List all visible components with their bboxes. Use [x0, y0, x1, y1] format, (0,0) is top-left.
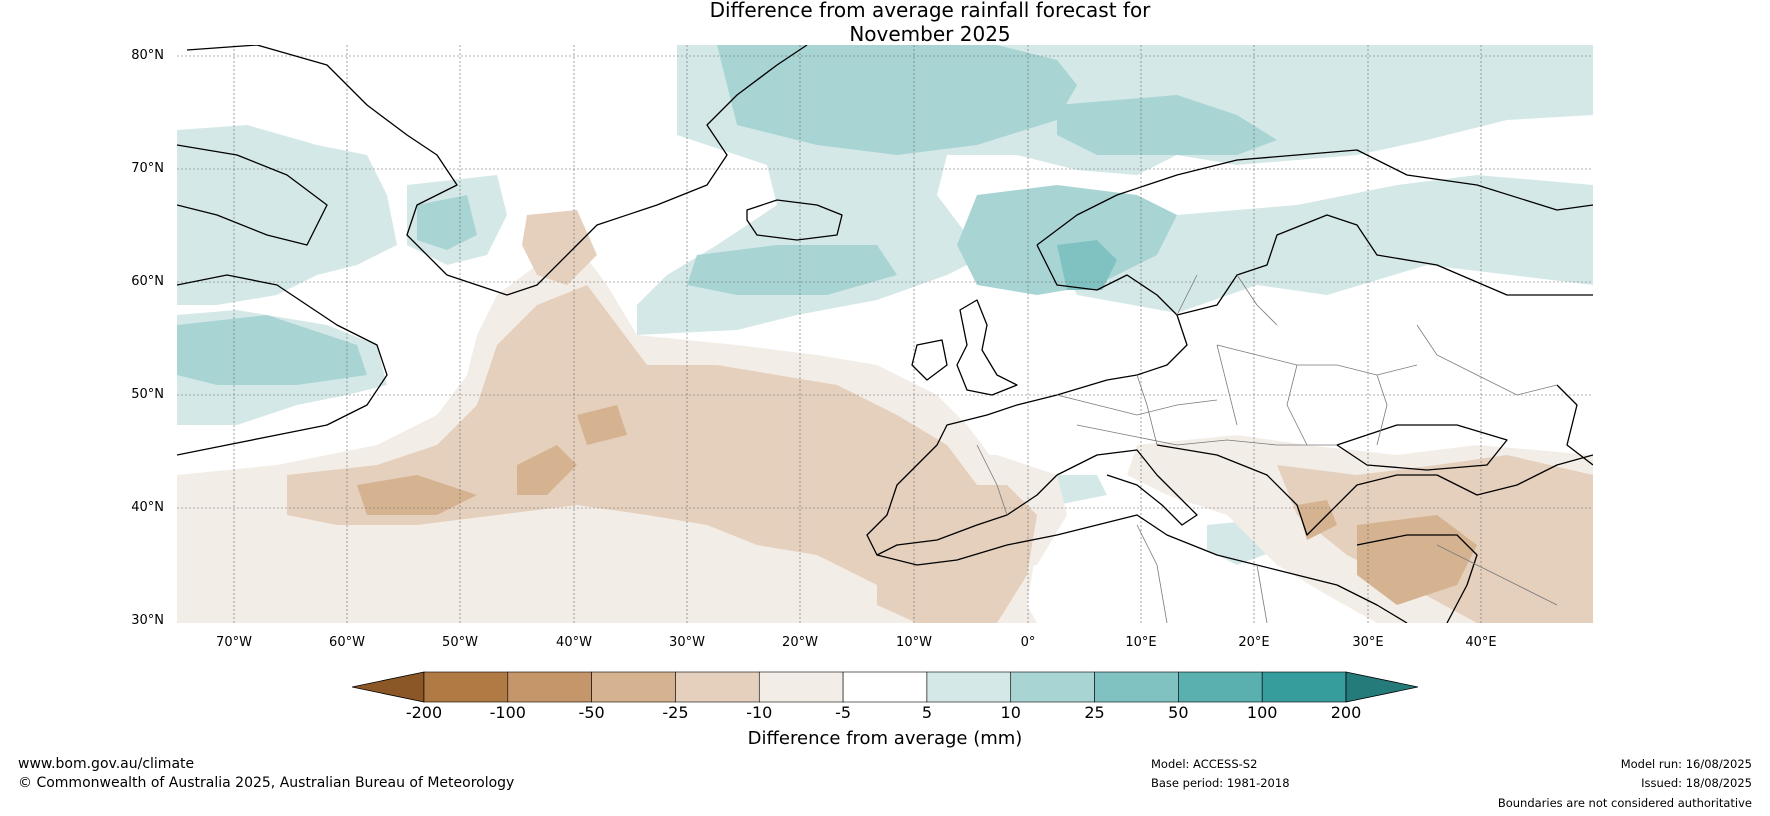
coast-uk — [956, 299, 1018, 396]
wet-mod-norwegian-sea — [1057, 95, 1277, 155]
lat-label-60n: 60°N — [131, 274, 164, 289]
dry-light-iberia-africa — [877, 485, 1037, 623]
coast-black-sea — [1336, 424, 1508, 471]
colorbar-segment — [675, 671, 760, 703]
colorbar-tick-label: -25 — [662, 703, 689, 722]
wet-mod-greenland-sea — [717, 45, 1077, 155]
coast-greenland — [186, 45, 808, 296]
colorbar-segment — [758, 671, 844, 703]
colorbar-segments — [352, 671, 1418, 703]
colorbar-label: Difference from average (mm) — [747, 728, 1023, 749]
colorbar-tick-label: -10 — [746, 703, 773, 722]
copyright-text: © Commonwealth of Australia 2025, Austra… — [18, 775, 515, 791]
coast-north-africa — [876, 514, 1408, 623]
lat-label-40n: 40°N — [131, 500, 164, 515]
lon-label-40e: 40°E — [1465, 635, 1497, 650]
boundaries-disclaimer: Boundaries are not considered authoritat… — [1497, 796, 1752, 810]
wet-strong-norway — [1057, 240, 1117, 290]
wet-mod-labrador — [177, 315, 367, 385]
colorbar-arrow-low — [352, 671, 425, 703]
lon-label-30e: 30°E — [1352, 635, 1384, 650]
colorbar-segment — [1178, 671, 1263, 703]
lat-label-70n: 70°N — [131, 161, 164, 176]
coast-norway — [1036, 149, 1593, 246]
dry-mod-mid-atlantic — [517, 445, 577, 495]
lon-label-40w: 40°W — [556, 635, 592, 650]
lat-label-80n: 80°N — [131, 48, 164, 63]
colorbar — [352, 671, 1418, 703]
colorbar-tick-label: -200 — [405, 703, 443, 722]
colorbar-segment — [1010, 671, 1095, 703]
coast-italy — [1056, 449, 1198, 526]
dry-mod-turkey — [1357, 515, 1477, 605]
dry-light-greenland-south — [522, 210, 597, 285]
coast-iceland — [746, 199, 843, 241]
dry-mod-azores — [577, 405, 627, 445]
title-line-2: November 2025 — [849, 22, 1011, 46]
base-period: Base period: 1981-2018 — [1151, 776, 1290, 790]
rainfall-map — [177, 45, 1593, 623]
country-borders — [976, 274, 1558, 623]
lon-label-20e: 20°E — [1238, 635, 1270, 650]
lon-label-0: 0° — [1020, 635, 1036, 650]
colorbar-tick-label: 100 — [1246, 703, 1278, 722]
colorbar-segment — [423, 671, 509, 703]
lon-label-60w: 60°W — [329, 635, 365, 650]
lon-label-50w: 50°W — [442, 635, 478, 650]
map-canvas — [177, 45, 1593, 623]
graticule — [177, 45, 1593, 623]
coast-scandinavia-south — [1036, 214, 1593, 316]
colorbar-tick-label: -5 — [835, 703, 852, 722]
lat-label-50n: 50°N — [131, 387, 164, 402]
colorbar-tick-label: 200 — [1330, 703, 1362, 722]
map-title: Difference from average rainfall forecas… — [0, 0, 1770, 46]
colorbar-tick-label: 25 — [1084, 703, 1105, 722]
colorbar-tick-label: 10 — [1000, 703, 1021, 722]
lon-label-20w: 20°W — [782, 635, 818, 650]
anomaly-regions — [177, 45, 1593, 623]
lon-label-30w: 30°W — [669, 635, 705, 650]
colorbar-arrow-high — [1345, 671, 1418, 703]
lon-label-10w: 10°W — [896, 635, 932, 650]
coast-turkey-south — [1356, 534, 1478, 623]
coast-labrador — [177, 274, 388, 456]
coast-caspian-east — [1556, 384, 1593, 466]
colorbar-segment — [1094, 671, 1179, 703]
model-name: Model: ACCESS-S2 — [1151, 757, 1258, 771]
model-run-date: Model run: 16/08/2025 — [1620, 757, 1752, 771]
title-line-1: Difference from average rainfall forecas… — [709, 0, 1151, 22]
dry-light-atlantic — [287, 285, 997, 585]
coast-western-europe — [866, 379, 1108, 556]
wet-mod-scandinavia — [957, 185, 1177, 295]
lon-label-70w: 70°W — [216, 635, 252, 650]
issued-date: Issued: 18/08/2025 — [1641, 776, 1752, 790]
coast-baltic — [1106, 314, 1188, 381]
coast-balkans — [1156, 444, 1593, 536]
wet-region-labrador — [177, 125, 397, 305]
colorbar-segment — [1261, 671, 1347, 703]
colorbar-segment — [591, 671, 676, 703]
colorbar-segment — [926, 671, 1012, 703]
coast-ireland — [911, 339, 948, 381]
coastlines — [177, 45, 1593, 623]
colorbar-segment — [507, 671, 592, 703]
coast-baffin — [177, 144, 328, 246]
dry-mod-atlantic — [357, 475, 477, 515]
colorbar-tick-label: -100 — [489, 703, 526, 722]
wet-mod-iceland-south — [687, 245, 897, 295]
colorbar-tick-label: -50 — [578, 703, 605, 722]
colorbar-tick-label: 5 — [921, 703, 932, 722]
dry-mod-greece — [1297, 500, 1337, 540]
colorbar-segment — [842, 671, 928, 703]
website-link[interactable]: www.bom.gov.au/climate — [18, 756, 195, 772]
lon-label-10e: 10°E — [1125, 635, 1157, 650]
lat-label-30n: 30°N — [131, 613, 164, 628]
colorbar-tick-label: 50 — [1168, 703, 1189, 722]
wet-mod-greenland-sw — [417, 195, 477, 250]
